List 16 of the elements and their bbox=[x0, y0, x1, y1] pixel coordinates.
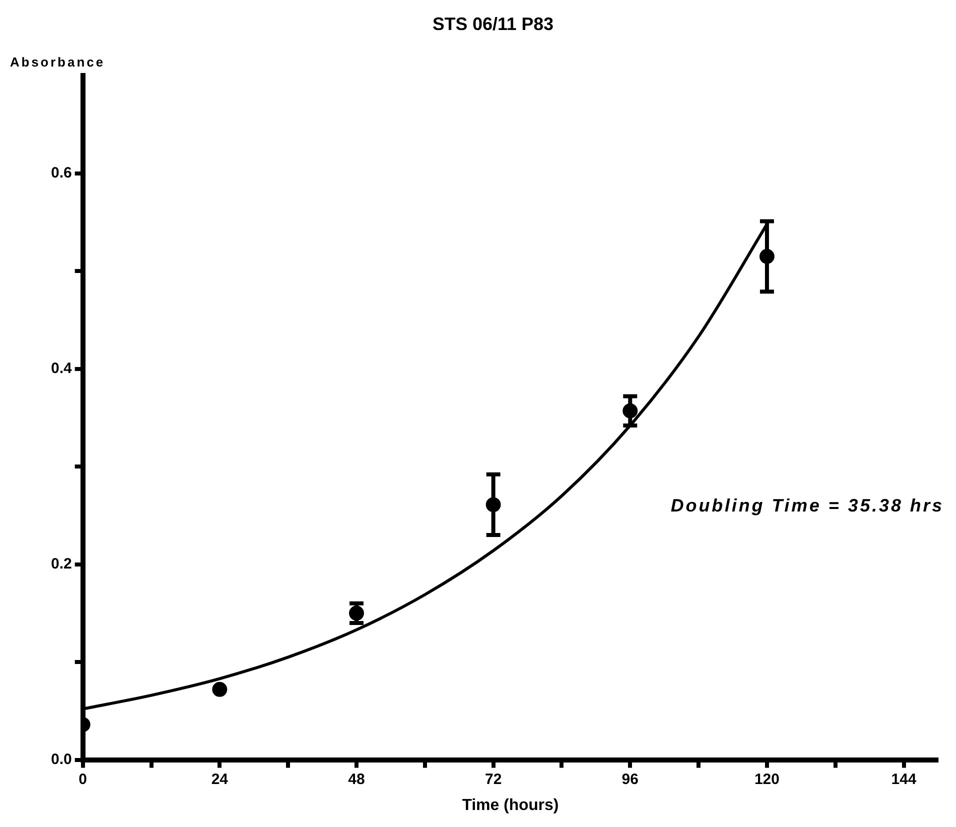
y-tick-label: 0.2 bbox=[50, 555, 72, 572]
x-tick-label: 120 bbox=[754, 770, 780, 788]
y-axis-title: Absorbance bbox=[10, 54, 106, 70]
x-tick-label: 144 bbox=[891, 770, 917, 788]
y-tick-label: 0.4 bbox=[50, 360, 72, 377]
x-tick-label: 48 bbox=[348, 770, 365, 788]
y-tick-label: 0.0 bbox=[50, 750, 72, 768]
y-tick-label: 0.6 bbox=[50, 164, 72, 182]
point bbox=[212, 682, 228, 697]
x-axis-title: Time (hours) bbox=[462, 796, 559, 814]
annotation: Doubling Time = 35.38 hrs bbox=[670, 496, 944, 516]
x-tick-label: 0 bbox=[78, 770, 88, 788]
x-tick-label: 24 bbox=[211, 770, 229, 788]
x-tick-label: 96 bbox=[622, 770, 638, 788]
chart-title: STS 06/11 P83 bbox=[432, 14, 554, 34]
x-tick-label: 72 bbox=[484, 770, 502, 788]
